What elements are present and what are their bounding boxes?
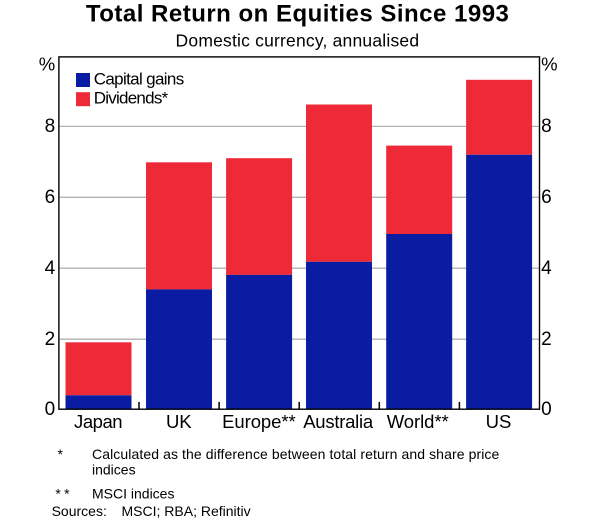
svg-text:%: % (541, 53, 557, 74)
svg-text:MSCI indices: MSCI indices (92, 485, 174, 501)
svg-text:Calculated as the difference b: Calculated as the difference between tot… (92, 446, 500, 462)
svg-text:UK: UK (166, 411, 192, 432)
svg-text:World**: World** (387, 411, 449, 432)
svg-text:6: 6 (45, 187, 56, 208)
svg-text:0: 0 (541, 399, 552, 420)
svg-text:%: % (39, 53, 55, 74)
svg-text:Japan: Japan (74, 411, 123, 432)
svg-text:2: 2 (45, 329, 56, 350)
svg-text:6: 6 (541, 187, 552, 208)
svg-text:4: 4 (541, 258, 552, 279)
svg-text:4: 4 (45, 258, 56, 279)
svg-text:8: 8 (45, 116, 56, 137)
svg-text:Dividends*: Dividends* (94, 89, 169, 108)
svg-text:US: US (486, 411, 512, 432)
svg-text:Sources:: Sources: (52, 503, 107, 519)
svg-text:Europe**: Europe** (222, 411, 296, 432)
svg-text:Australia: Australia (303, 411, 374, 432)
svg-text:Capital gains: Capital gains (94, 69, 185, 88)
svg-text:8: 8 (541, 116, 552, 137)
svg-text:Domestic currency, annualised: Domestic currency, annualised (176, 30, 420, 50)
svg-text:indices: indices (92, 461, 136, 477)
svg-text:Total Return on Equities Since: Total Return on Equities Since 1993 (86, 1, 509, 28)
svg-text:0: 0 (45, 399, 56, 420)
svg-text:2: 2 (541, 329, 552, 350)
svg-text:MSCI; RBA; Refinitiv: MSCI; RBA; Refinitiv (122, 503, 251, 519)
svg-text:*: * (58, 446, 64, 462)
